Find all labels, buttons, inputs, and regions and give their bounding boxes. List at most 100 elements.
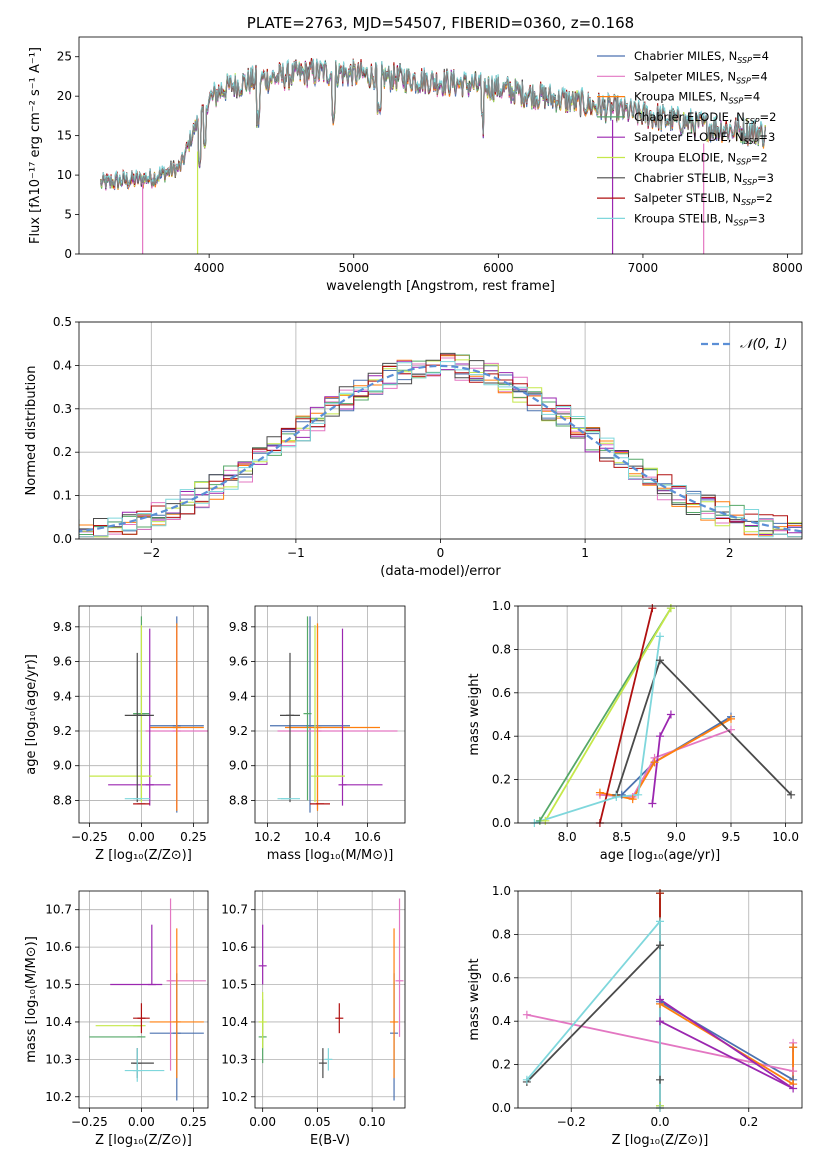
weight-marker bbox=[634, 790, 643, 799]
tick-label-x: 10.4 bbox=[304, 830, 331, 844]
weight-marker bbox=[787, 790, 796, 799]
tick-label-y: 15 bbox=[57, 129, 72, 143]
plot-area-mass_vs_ebv bbox=[258, 898, 404, 1101]
tick-label-y: 10.7 bbox=[221, 903, 248, 917]
axes-spectrum: 4000 5000 6000 7000 8000 0 5 10 15 20 25 PLATE=2763… bbox=[28, 14, 803, 294]
tick-label-y: 9.6 bbox=[53, 655, 72, 669]
weight-marker bbox=[727, 714, 735, 723]
tick-label-x: 0.2 bbox=[739, 1115, 758, 1129]
axes-frame bbox=[254, 605, 406, 824]
weight-marker bbox=[612, 792, 621, 801]
tick-label-x: 0.05 bbox=[304, 1115, 331, 1129]
weight-line bbox=[544, 607, 672, 822]
weight-marker bbox=[789, 1084, 798, 1093]
weight-marker bbox=[656, 1017, 664, 1026]
tick-label-y: 9.4 bbox=[229, 689, 248, 703]
x-axis-label: Z [log₁₀(Z/Z⊙)] bbox=[95, 848, 192, 863]
tick-label-x: 0.00 bbox=[128, 1115, 155, 1129]
tick-label-y: 20 bbox=[57, 89, 72, 103]
weight-marker bbox=[656, 656, 664, 665]
tick-label-y: 0.0 bbox=[492, 816, 511, 830]
tick-label-x: −2 bbox=[142, 546, 160, 560]
tick-label-y: 10.2 bbox=[45, 1090, 72, 1104]
tick-label-x: −0.2 bbox=[557, 1115, 586, 1129]
tick-label-y: 10.2 bbox=[221, 1090, 248, 1104]
weight-line bbox=[534, 636, 661, 823]
y-axis-label: mass [log₁₀(M/M⊙)] bbox=[24, 936, 39, 1063]
legend-entry: Kroupa ELODIE, NSSP=2 bbox=[634, 151, 768, 167]
y-axis-label: mass weight bbox=[467, 958, 482, 1040]
tick-label-x: 9.0 bbox=[667, 830, 686, 844]
weight-marker bbox=[541, 816, 550, 825]
tick-label-x: 10.0 bbox=[772, 830, 799, 844]
weight-marker bbox=[650, 758, 659, 767]
axes-residuals: −2 −1 0 1 2 0.0 0.1 0.2 0.3 0.4 0.5 (data-model)/er… bbox=[24, 315, 803, 579]
weight-marker bbox=[522, 1010, 531, 1019]
y-axis-label: mass weight bbox=[467, 673, 482, 755]
y-axis-label: Flux [fλ10⁻¹⁷ erg cm⁻² s⁻¹ A⁻¹] bbox=[28, 47, 43, 244]
tick-label-y: 9.6 bbox=[229, 655, 248, 669]
tick-label-y: 10.7 bbox=[45, 903, 72, 917]
weight-marker bbox=[656, 941, 664, 950]
plot-area-spectrum bbox=[100, 57, 766, 254]
tick-label-y: 0.0 bbox=[53, 532, 72, 546]
weight-line bbox=[659, 998, 794, 1090]
tick-label-x: 1 bbox=[581, 546, 589, 560]
tick-label-y: 9.2 bbox=[53, 724, 72, 738]
weight-line bbox=[526, 943, 661, 1083]
weight-marker bbox=[789, 1043, 798, 1052]
tick-label-x: 4000 bbox=[194, 261, 225, 275]
tick-label-y: 0 bbox=[64, 247, 72, 261]
weight-marker bbox=[656, 917, 664, 926]
weight-line bbox=[599, 607, 654, 823]
x-axis-label: (data-model)/error bbox=[380, 564, 501, 579]
tick-label-y: 0.4 bbox=[492, 1014, 511, 1028]
tick-label-x: 0.10 bbox=[359, 1115, 386, 1129]
tick-label-y: 0.6 bbox=[492, 971, 511, 985]
plot-area-age_vs_Z bbox=[89, 616, 208, 813]
legend-entry: Chabrier ELODIE, NSSP=2 bbox=[634, 110, 776, 126]
axes-mass_vs_ebv: 0.00 0.05 0.10 10.2 10.3 10.4 10.5 10.6 10.7 E(B-… bbox=[221, 890, 406, 1148]
weight-marker bbox=[656, 632, 664, 641]
plot-area-mass_vs_Z bbox=[89, 898, 206, 1101]
tick-label-x: 0 bbox=[437, 546, 445, 560]
y-axis-label: age [log₁₀(age/yr)] bbox=[24, 654, 39, 775]
tick-label-x: 0.00 bbox=[249, 1115, 276, 1129]
tick-label-x: 0.25 bbox=[180, 830, 207, 844]
tick-label-x: 0.0 bbox=[650, 1115, 669, 1129]
tick-label-y: 0.1 bbox=[53, 489, 72, 503]
tick-label-y: 0.3 bbox=[53, 402, 72, 416]
tick-label-y: 0.4 bbox=[492, 729, 511, 743]
tick-label-y: 1.0 bbox=[492, 599, 511, 613]
tick-label-y: 10.4 bbox=[221, 1015, 248, 1029]
tick-label-y: 9.4 bbox=[53, 689, 72, 703]
residual-histogram bbox=[79, 354, 802, 538]
tick-label-x: −0.25 bbox=[71, 830, 108, 844]
legend-entry: Salpeter STELIB, NSSP=2 bbox=[634, 191, 773, 207]
tick-label-x: 10.2 bbox=[254, 830, 281, 844]
tick-label-y: 9.2 bbox=[229, 724, 248, 738]
axes-weight_vs_Z: −0.2 0.0 0.2 0.0 0.2 0.4 0.6 0.8 1.0 Z [log₁₀(Z/Z… bbox=[467, 884, 803, 1148]
y-axis-label: Normed distribution bbox=[24, 366, 39, 496]
weight-marker bbox=[648, 799, 657, 808]
plot-area-weight_vs_age bbox=[534, 607, 792, 823]
tick-label-x: −0.25 bbox=[71, 1115, 108, 1129]
weight-marker bbox=[666, 604, 675, 613]
tick-label-x: 2 bbox=[726, 546, 734, 560]
tick-label-y: 9.8 bbox=[229, 620, 248, 634]
tick-label-x: 8.5 bbox=[612, 830, 631, 844]
axes-frame bbox=[517, 890, 803, 1109]
axes-age_vs_Z: −0.25 0.00 0.25 8.8 9.0 9.2 9.4 9.6 9.8 Z [log₁₀(… bbox=[24, 605, 209, 863]
tick-label-x: 0.25 bbox=[180, 1115, 207, 1129]
x-axis-label: wavelength [Angstrom, rest frame] bbox=[326, 279, 555, 294]
tick-label-y: 10.5 bbox=[221, 978, 248, 992]
axes-mass_vs_Z: −0.25 0.00 0.25 10.2 10.3 10.4 10.5 10.6 10.7 Z [… bbox=[24, 890, 209, 1148]
weight-marker bbox=[666, 710, 675, 719]
tick-label-y: 0.2 bbox=[492, 773, 511, 787]
tick-label-y: 9.0 bbox=[229, 759, 248, 773]
weight-marker bbox=[522, 1075, 531, 1084]
weight-marker bbox=[648, 604, 657, 613]
tick-label-y: 10.3 bbox=[221, 1052, 248, 1066]
tick-label-y: 10.4 bbox=[45, 1015, 72, 1029]
